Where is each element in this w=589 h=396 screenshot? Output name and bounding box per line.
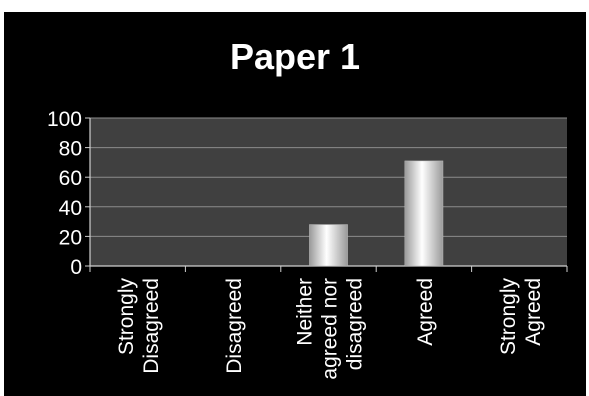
y-tick-label: 0 bbox=[70, 256, 82, 279]
bar bbox=[309, 224, 348, 267]
chart-container: Paper 1 0 20 40 60 80 100 Strongly Disagreed Dis… bbox=[4, 12, 586, 396]
x-category-label: Strongly bbox=[497, 278, 520, 356]
y-tick-label: 80 bbox=[59, 138, 82, 161]
y-tick-label: 20 bbox=[59, 226, 82, 249]
y-tick-label: 40 bbox=[59, 197, 82, 220]
x-category-label: Agreed bbox=[522, 278, 545, 346]
y-tick-label: 60 bbox=[59, 167, 82, 190]
chart-title: Paper 1 bbox=[229, 36, 361, 77]
cropped-header-strip bbox=[0, 0, 589, 12]
bar bbox=[404, 160, 444, 267]
x-category-label: agreed nor bbox=[319, 278, 342, 380]
x-category-label: Agreed bbox=[414, 278, 437, 346]
x-category-label: Neither bbox=[294, 278, 317, 346]
x-category-label: Disagreed bbox=[140, 278, 163, 374]
x-category-label: Strongly bbox=[115, 278, 138, 356]
y-tick-label: 100 bbox=[47, 108, 82, 131]
x-category-label: Disagreed bbox=[223, 278, 246, 374]
x-category-label: disagreed bbox=[344, 278, 367, 370]
